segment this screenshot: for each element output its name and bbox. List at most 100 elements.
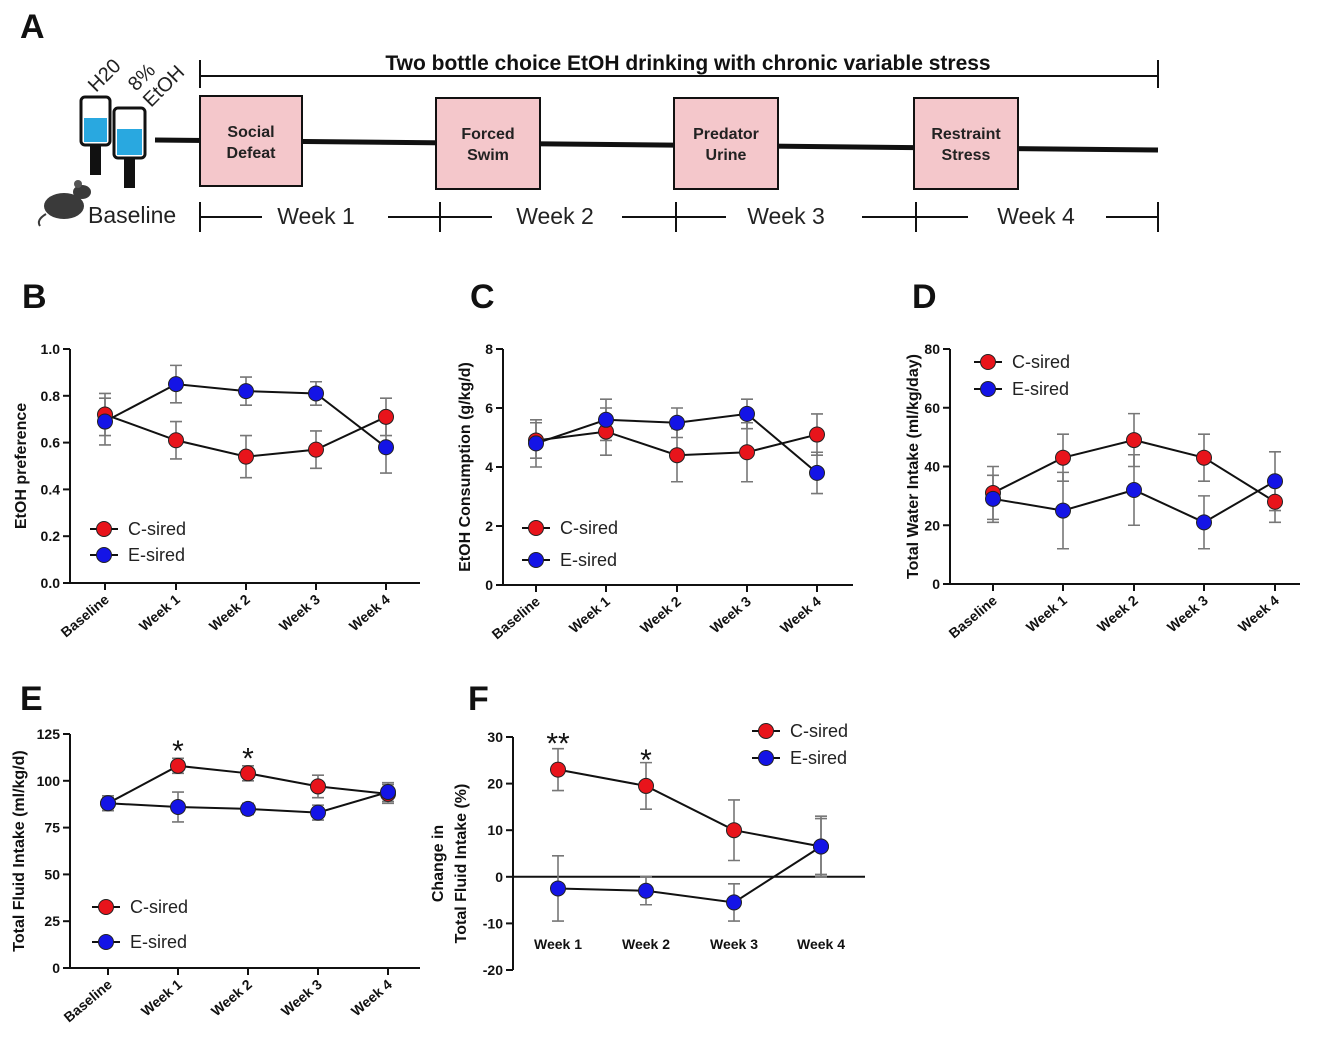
series-line-c-sired [557,768,822,848]
panel-c-etoh-consumption: C 0 2 4 6 8 Baseline Week 1 Week 2 Week 3 Week 4 Et… [457,278,853,642]
y-tick-label: 25 [44,913,60,929]
x-tick-label: Baseline [61,976,116,1025]
timeline-week-2: Week 2 [516,203,594,229]
data-point-c-sired [550,761,566,778]
y-tick-label: 50 [44,866,60,882]
panel-letter: C [470,278,495,316]
data-point-c-sired [1126,432,1142,449]
panel-e-fluid-intake: E 0 25 50 75 100 125 Baseline Week 1 Week 2 Week 3… [11,680,420,1025]
legend-marker-c-sired [98,899,114,915]
data-point-c-sired [168,432,184,449]
data-point-c-sired [809,426,825,443]
data-point-c-sired [726,822,742,839]
y-tick-label: 1.0 [41,341,61,357]
svg-text:Defeat: Defeat [227,145,277,162]
y-tick-label: 80 [924,341,940,357]
data-point-e-sired [170,799,186,816]
legend-marker-e-sired [96,547,112,563]
y-tick-label: 0 [495,869,503,885]
data-point-e-sired [168,376,184,393]
x-tick-label: Baseline [489,593,544,642]
data-point-c-sired [1196,449,1212,466]
data-point-e-sired [100,795,116,812]
bottle-etoh-icon [112,106,147,188]
data-point-e-sired [669,414,685,431]
data-point-c-sired [310,778,326,795]
data-point-e-sired [1267,473,1283,490]
y-tick-label: 0 [52,960,60,976]
y-tick-label: 8 [485,341,493,357]
bottle-water-icon [79,95,112,175]
svg-text:Social: Social [227,124,274,141]
data-point-e-sired [985,490,1001,507]
data-point-e-sired [550,880,566,897]
timeline-week-4: Week 4 [997,203,1075,229]
y-tick-label: 0 [932,576,940,592]
x-tick-label: Week 4 [346,591,393,634]
y-tick-label: 10 [487,822,503,838]
svg-text:Urine: Urine [706,147,747,164]
legend-label: E-sired [790,748,847,768]
legend-marker-e-sired [980,381,996,397]
y-tick-label: 20 [924,517,940,533]
x-tick-label: Week 2 [637,593,684,636]
legend-label: C-sired [560,518,618,538]
data-point-e-sired [380,784,396,801]
panel-letter: D [912,278,937,316]
stressor-box-social-defeat: Social Defeat [199,95,303,187]
x-tick-label: Week 3 [278,976,325,1019]
data-point-e-sired [809,464,825,481]
legend-label: E-sired [1012,379,1069,399]
y-axis-label: Total Fluid Intake (ml/kg/d) [11,750,28,951]
data-point-e-sired [739,405,755,422]
significance-marker: * [640,744,652,777]
data-point-e-sired [1126,482,1142,498]
svg-text:Swim: Swim [467,147,509,164]
svg-text:Restraint: Restraint [931,126,1001,143]
x-tick-label: Week 1 [1023,592,1070,635]
data-point-e-sired [1055,502,1071,519]
legend-marker-e-sired [98,934,114,950]
stressor-box-predator-urine: Predator Urine [673,97,779,190]
data-point-e-sired [310,804,326,821]
x-tick-label: Week 4 [1235,592,1282,635]
timeline-week-3: Week 3 [747,203,825,229]
significance-marker: ** [546,728,570,761]
legend-marker-e-sired [758,750,774,766]
data-point-e-sired [378,439,394,456]
y-axis-label: Change in [430,825,447,902]
x-tick-label: Baseline [58,591,113,640]
x-tick-label: Baseline [946,592,1001,641]
x-tick-label: Week 3 [710,936,758,952]
y-tick-label: 4 [485,459,493,475]
panel-d-water-intake: D 0 20 40 60 80 Baseline Week 1 Week 2 Week 3 Week… [905,278,1300,641]
x-tick-label: Week 4 [348,976,395,1019]
y-tick-label: 75 [44,820,60,836]
y-axis-label: EtOH preference [13,403,30,529]
legend-marker-e-sired [528,552,544,568]
y-tick-label: 0 [485,577,493,593]
data-point-e-sired [97,413,113,430]
panel-f-change-fluid-intake: F -20 -10 0 10 20 30 Week 1 Week 2 Week 3 Week 4 Ch… [430,680,865,978]
data-point-c-sired [238,448,254,465]
significance-marker: * [172,735,184,768]
y-tick-label: 20 [487,776,503,792]
panel-letter: B [22,278,47,316]
legend-marker-c-sired [758,723,774,739]
stressor-box-forced-swim: Forced Swim [435,97,541,190]
data-point-c-sired [669,447,685,464]
y-axis-label: EtOH Consumption (g/kg/d) [457,362,474,572]
legend-label: C-sired [130,897,188,917]
significance-marker: * [242,742,254,775]
data-point-c-sired [1055,449,1071,466]
y-tick-label: 0.8 [41,388,61,404]
x-tick-label: Week 2 [622,936,670,952]
x-tick-label: Week 2 [1094,592,1141,635]
week-scale [199,202,1159,232]
y-tick-label: 0.2 [41,528,61,544]
data-point-c-sired [240,765,256,782]
y-tick-label: 125 [37,726,61,742]
data-point-e-sired [1196,514,1212,531]
legend-label: C-sired [1012,352,1070,372]
timeline-week-1: Week 1 [277,203,355,229]
